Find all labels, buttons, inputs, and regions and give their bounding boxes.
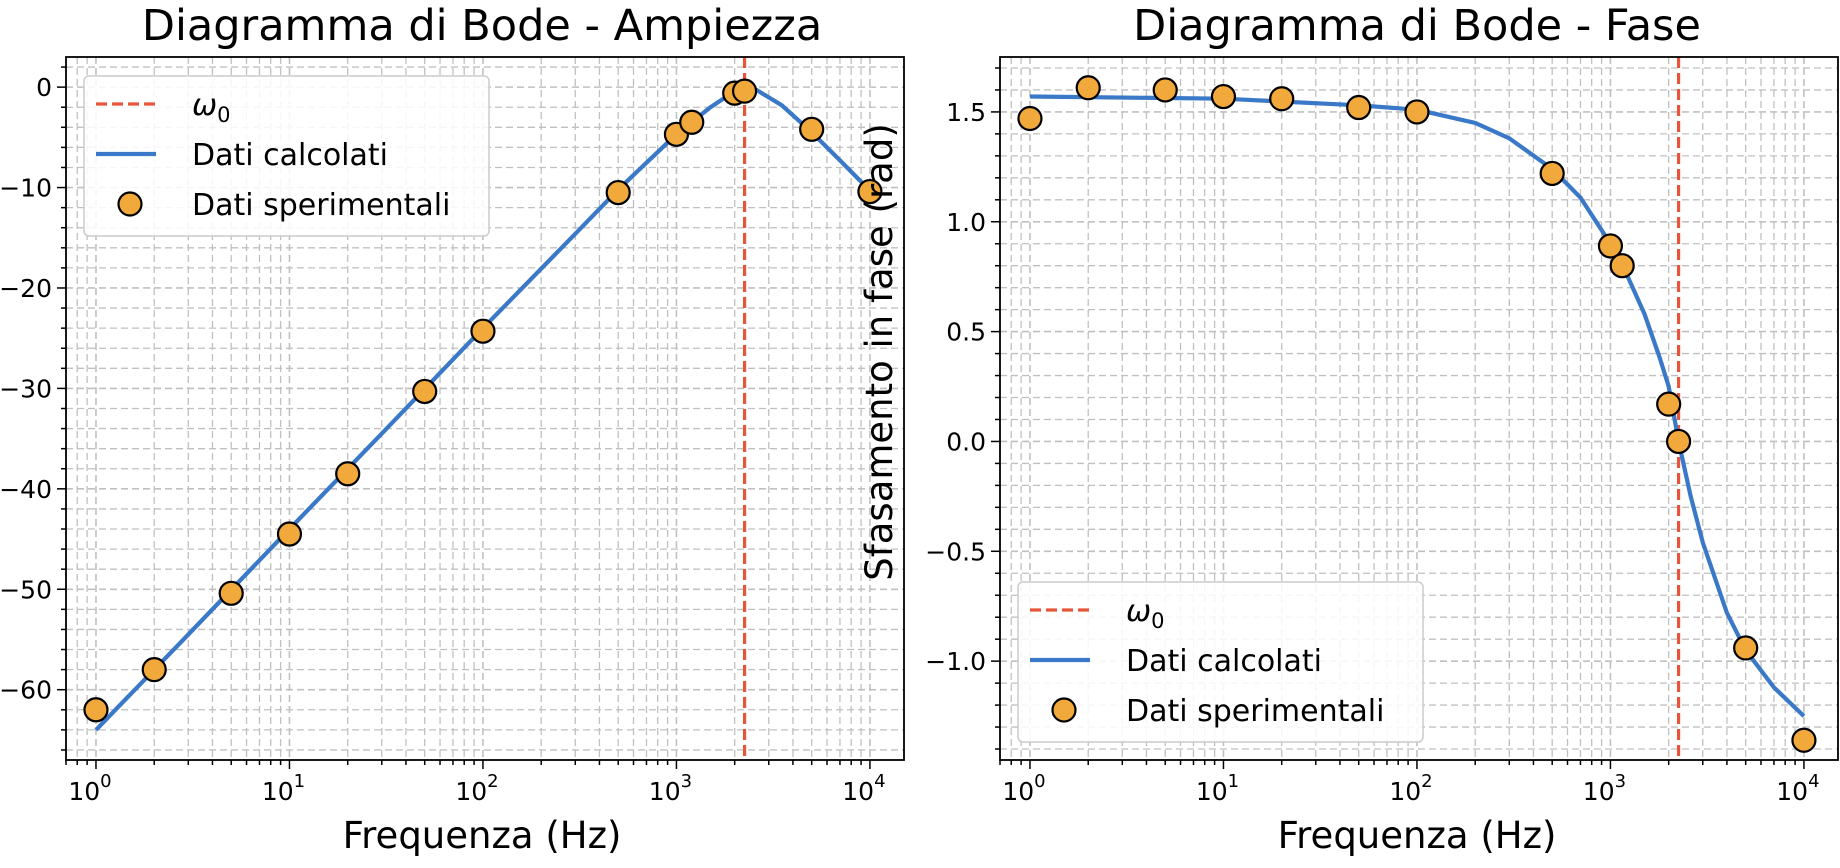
x-tick-label: 101	[1196, 771, 1239, 806]
y-tick-label: −1.0	[925, 647, 986, 676]
data-point-experimental	[1597, 233, 1624, 259]
legend-box	[1017, 581, 1424, 743]
data-point-experimental	[1017, 105, 1043, 132]
legend-experimental-label: Dati sperimentali	[1126, 694, 1384, 729]
x-tick-label: 100	[68, 771, 111, 806]
y-tick-label: −60	[0, 676, 52, 705]
data-point-experimental	[276, 521, 303, 547]
data-point-experimental	[1152, 77, 1178, 103]
data-point-experimental	[857, 178, 883, 205]
data-point-experimental	[83, 697, 109, 723]
data-point-experimental	[1609, 253, 1635, 279]
y-tick-label: −30	[0, 374, 52, 403]
phase-ylabel: Sfasamento in fase (rad)	[858, 123, 901, 581]
legend: ω0 Dati calcolati Dati sperimentali	[83, 75, 490, 237]
data-point-experimental	[1791, 727, 1817, 753]
x-tick-label: 100	[1002, 771, 1045, 806]
legend-calculated-label: Dati calcolati	[1126, 644, 1322, 679]
data-point-experimental	[1733, 635, 1759, 661]
data-point-experimental	[799, 116, 825, 142]
data-point-experimental	[1665, 428, 1692, 455]
data-point-experimental	[1075, 75, 1101, 101]
data-point-experimental	[470, 318, 496, 344]
x-tick-label: 104	[1776, 771, 1819, 806]
data-point-experimental	[335, 461, 361, 487]
x-tick-label: 102	[455, 771, 498, 806]
y-tick-label: 0.5	[946, 318, 986, 347]
y-tick-label: 0.0	[946, 427, 986, 456]
y-tick-label: 1.0	[946, 208, 986, 237]
legend-box	[83, 75, 490, 237]
data-point-experimental	[412, 378, 438, 405]
data-point-experimental	[679, 109, 705, 135]
data-point-experimental	[1269, 86, 1295, 112]
legend-experimental-label: Dati sperimentali	[192, 188, 450, 223]
data-point-experimental	[1346, 94, 1372, 121]
phase-xlabel: Frequenza (Hz)	[1278, 814, 1557, 857]
data-point-experimental	[1210, 83, 1237, 110]
data-point-experimental	[731, 78, 758, 104]
phase-title: Diagramma di Bode - Fase	[1133, 1, 1701, 51]
axes-frame	[999, 56, 1839, 761]
y-tick-label: 0	[36, 73, 52, 102]
y-tick-label: −50	[0, 575, 52, 604]
y-tick-label: −20	[0, 274, 52, 303]
x-tick-label: 103	[1583, 771, 1626, 806]
data-point-experimental	[605, 179, 631, 206]
phase-plot: 100 101 102 103 104 1.5 1.0 0.5 0.0 −0.5 −1.0 ω0 Dat…	[925, 56, 1839, 806]
data-point-experimental	[1539, 160, 1565, 187]
amplitude-title: Diagramma di Bode - Ampiezza	[142, 1, 822, 51]
y-tick-label: 1.5	[946, 98, 986, 127]
data-point-experimental	[1404, 99, 1430, 125]
x-tick-label: 104	[842, 771, 885, 806]
legend-calculated-label: Dati calcolati	[192, 138, 388, 173]
amplitude-plot: 100 101 102 103 104 0 −10 −20 −30 −40 −50 −60 ω0 Dati…	[0, 56, 905, 806]
x-tick-label: 102	[1389, 771, 1432, 806]
y-tick-label: −0.5	[925, 537, 986, 566]
data-point-experimental	[218, 580, 244, 606]
data-point-experimental	[1656, 391, 1682, 417]
legend-omega0-label: ω0	[1126, 594, 1165, 633]
legend-experimental-swatch	[117, 191, 143, 217]
y-tick-label: −10	[0, 174, 52, 203]
y-tick-label: −40	[0, 475, 52, 504]
legend-experimental-swatch	[1051, 697, 1077, 723]
amplitude-xlabel: Frequenza (Hz)	[343, 814, 622, 857]
legend-omega0-label: ω0	[192, 88, 231, 127]
data-point-experimental	[141, 657, 167, 683]
legend: ω0 Dati calcolati Dati sperimentali	[1017, 581, 1424, 743]
grid	[66, 57, 904, 760]
x-tick-label: 101	[262, 771, 305, 806]
x-tick-label: 103	[649, 771, 692, 806]
